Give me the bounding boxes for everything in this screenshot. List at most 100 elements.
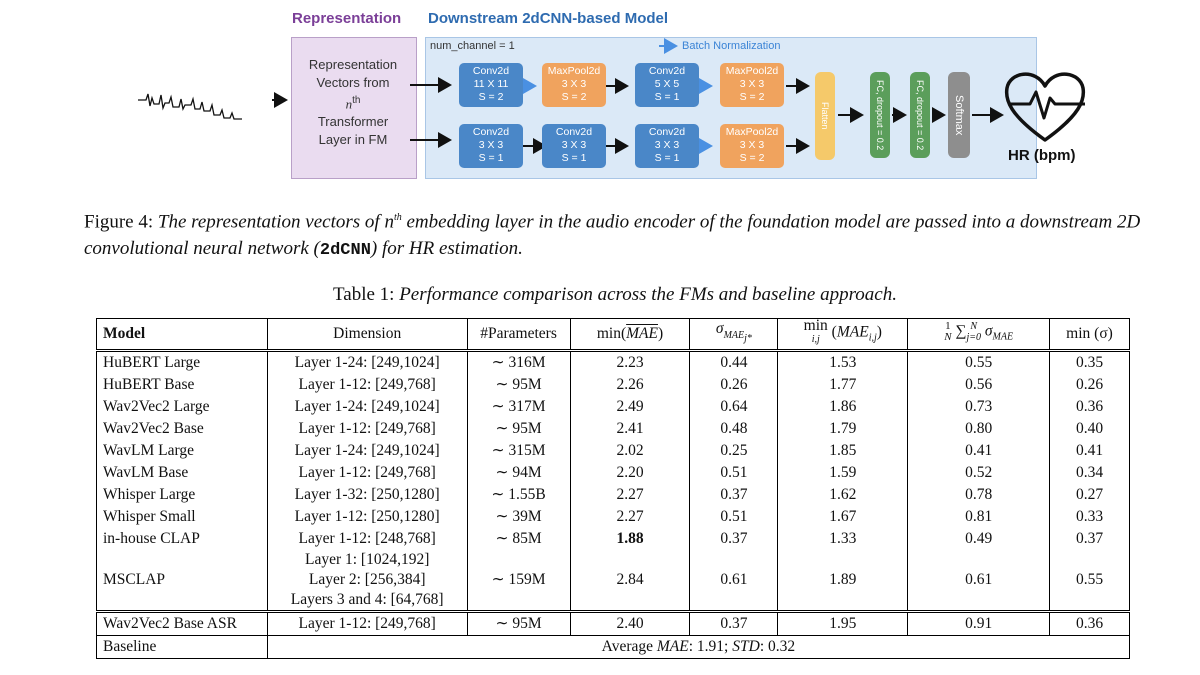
table-cell: Layer 1-24: [249,1024]: [266, 440, 468, 462]
math: (: [831, 323, 837, 341]
baseline-row: Baseline Average MAE: 1.91; STD: 0.32: [96, 635, 1131, 659]
table-cell: 0.91: [907, 610, 1051, 636]
block-name: MaxPool2d: [725, 65, 779, 77]
table-cell: Layer 1-12: [248,768]: [266, 528, 468, 550]
n: n: [345, 96, 353, 112]
table-cell: 0.41: [1049, 440, 1130, 462]
table-cell: 1.86: [777, 396, 909, 418]
block-size: 3 X 3: [561, 78, 587, 90]
math: j=0: [966, 331, 981, 343]
block-stride: S = 1: [654, 152, 680, 164]
baseline-text: Average: [601, 638, 657, 655]
table-cell: ∼ 1.55B: [466, 484, 571, 506]
header-row: Model Dimension #Parameters min(MAE) σMA…: [96, 317, 1130, 352]
input-text: Representation Vectors from nth Transfor…: [291, 56, 415, 149]
block-stride: S = 2: [739, 152, 765, 164]
table-cell: 2.26: [569, 374, 691, 396]
table-cell: 0.48: [689, 418, 779, 440]
figure-caption: Figure 4: The representation vectors of …: [84, 204, 1164, 264]
baseline-text: : 0.32: [759, 638, 796, 655]
input-line: Vectors from: [316, 75, 390, 90]
table-cell: 0.52: [907, 462, 1051, 484]
table-cell: HuBERT Base: [96, 374, 268, 396]
table-cell: 0.37: [689, 610, 779, 636]
table-cell: HuBERT Large: [96, 350, 268, 374]
block-size: 5 X 5: [654, 78, 680, 90]
table-cell: 2.20: [569, 462, 691, 484]
math: σ: [984, 322, 993, 340]
table-cell: 0.51: [689, 462, 779, 484]
table-cell: Layer 1-32: [250,1280]: [266, 484, 468, 506]
math-n: n: [384, 211, 394, 233]
table-cell: 0.44: [689, 350, 779, 374]
table-cell: 0.56: [907, 374, 1051, 396]
block-name: Conv2d: [472, 65, 510, 77]
table-cell: Layer 1-12: [249,768]: [266, 610, 468, 636]
table-cell: 1.33: [777, 528, 909, 550]
math: MAE: [723, 329, 745, 341]
table-cell: 0.80: [907, 418, 1051, 440]
table-cell: 0.36: [1049, 610, 1130, 636]
math: j*: [744, 332, 752, 344]
table-cell: 0.51: [689, 506, 779, 528]
block-size: 11 X 11: [473, 78, 509, 90]
table-cell: 0.61: [689, 550, 779, 612]
table-cell: 0.25: [689, 440, 779, 462]
table-cell: 0.37: [1049, 528, 1130, 550]
waveform: [138, 93, 242, 120]
flatten: Flatten: [815, 72, 835, 160]
table-cell: 0.81: [907, 506, 1051, 528]
results-table: Model Dimension #Parameters min(MAE) σMA…: [96, 317, 1131, 659]
softmax: Softmax: [948, 72, 970, 158]
table-row: MSCLAP Layer 1: [1024,192] Layer 2: [256,3…: [96, 550, 1130, 612]
math: σ: [715, 320, 724, 338]
block-name: MaxPool2d: [725, 126, 779, 138]
table-cell: MSCLAP: [96, 550, 268, 612]
table-cell: 1.62: [777, 484, 909, 506]
model-label: Downstream 2dCNN-based Model: [428, 10, 669, 27]
header-cell: #Parameters: [466, 318, 571, 352]
block-stride: S = 1: [478, 152, 504, 164]
block-name: Conv2d: [472, 126, 510, 138]
table-row: HuBERT Base Layer 1-12: [249,768] ∼ 95M 2.2…: [96, 374, 1130, 396]
table-cell: 0.41: [907, 440, 1051, 462]
table-cell: 2.27: [569, 506, 691, 528]
caption-label: Figure 4:: [84, 211, 154, 233]
table-cell: 2.40: [569, 610, 691, 636]
table-cell: ∼ 95M: [466, 374, 571, 396]
cell-line: Layers 3 and 4: [64,768]: [290, 591, 444, 608]
block-size: 3 X 3: [561, 139, 587, 151]
heart-icon: [1004, 72, 1086, 142]
caption-code: 2dCNN: [319, 241, 371, 261]
table-cell: 1.53: [777, 350, 909, 374]
block-stride: S = 1: [561, 152, 587, 164]
table-cell: Whisper Large: [96, 484, 268, 506]
arrow-lines: [272, 38, 1004, 154]
table-caption: Table 1: Performance comparison across t…: [0, 284, 1200, 306]
table-cell: 1.89: [777, 550, 909, 612]
input-line: Transformer: [317, 114, 389, 130]
math-th: th: [393, 212, 402, 223]
table-cell: Average MAE: 1.91; STD: 0.32: [266, 635, 1131, 659]
block-name: Conv2d: [555, 126, 593, 138]
block-name: Conv2d: [648, 65, 686, 77]
table-cell: 0.40: [1049, 418, 1130, 440]
table-cell: 1.59: [777, 462, 909, 484]
block-stride: S = 2: [478, 91, 504, 103]
table-cell: 2.02: [569, 440, 691, 462]
fc-layer: FC, dropout = 0.2: [870, 72, 890, 158]
math: MAE: [626, 325, 658, 342]
input-line: nth: [291, 92, 415, 113]
block-size: 3 X 3: [739, 139, 765, 151]
caption-text: embedding layer in the audio encoder of …: [84, 211, 1141, 260]
input-line: Layer in FM: [318, 132, 388, 148]
table-cell: 1.79: [777, 418, 909, 440]
table-row: in-house CLAP Layer 1-12: [248,768] ∼ 85M 1…: [96, 528, 1130, 550]
output-label: HR (bpm): [1008, 147, 1076, 164]
caption-text: The representation vectors of: [157, 211, 380, 233]
table-cell: 0.34: [1049, 462, 1130, 484]
